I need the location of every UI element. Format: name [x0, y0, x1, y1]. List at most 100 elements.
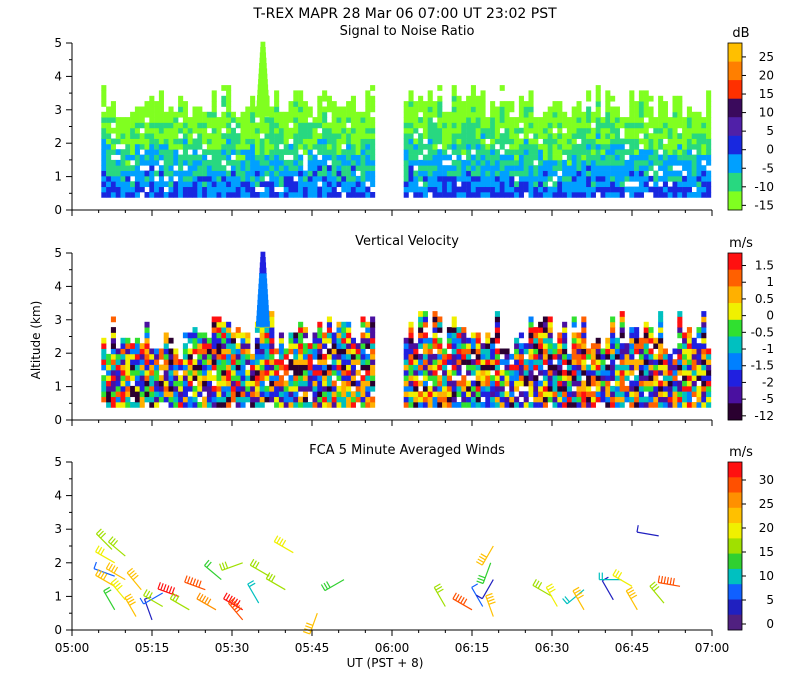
heatmap-cell [442, 391, 448, 398]
heatmap-cell [326, 402, 332, 408]
heatmap-cell [634, 143, 640, 150]
heatmap-cell [182, 396, 188, 403]
heatmap-cell [216, 369, 222, 376]
heatmap-cell [446, 327, 452, 333]
heatmap-cell [278, 127, 284, 134]
heatmap-cell [120, 127, 126, 134]
heatmap-cell [706, 90, 712, 97]
heatmap-cell [187, 165, 193, 171]
heatmap-cell [115, 186, 121, 193]
heatmap-cell [278, 385, 284, 392]
heatmap-cell [187, 375, 193, 381]
heatmap-cell [211, 133, 217, 139]
heatmap-cell [278, 364, 284, 371]
heatmap-cell [408, 117, 414, 123]
heatmap-cell [413, 106, 419, 113]
heatmap-cell [643, 149, 649, 155]
heatmap-cell [182, 348, 188, 355]
heatmap-cell [629, 385, 635, 392]
heatmap-cell [302, 385, 308, 392]
heatmap-cell [125, 170, 131, 177]
heatmap-cell [432, 311, 438, 317]
heatmap-cell [370, 321, 376, 328]
heatmap-cell [211, 165, 217, 171]
heatmap-cell [355, 353, 361, 360]
heatmap-cell [701, 396, 707, 403]
heatmap-cell [144, 353, 150, 360]
heatmap-cell [677, 186, 683, 193]
heatmap-cell [658, 154, 664, 161]
plume-cell [257, 84, 269, 91]
heatmap-cell [562, 337, 568, 344]
heatmap-cell [120, 138, 126, 145]
heatmap-cell [466, 101, 472, 107]
heatmap-cell [662, 375, 668, 381]
heatmap-cell [667, 154, 673, 161]
heatmap-cell [638, 391, 644, 398]
heatmap-cell [446, 380, 452, 387]
heatmap-cell [490, 122, 496, 129]
heatmap-cell [629, 90, 635, 97]
heatmap-cell [485, 127, 491, 134]
heatmap-cell [206, 396, 212, 403]
heatmap-cell [288, 332, 294, 339]
heatmap-cell [422, 348, 428, 355]
heatmap-cell [456, 327, 462, 333]
heatmap-cell [144, 181, 150, 188]
plume-cell [256, 315, 270, 322]
heatmap-cell [638, 181, 644, 188]
heatmap-cell [365, 133, 371, 139]
heatmap-cell [475, 170, 481, 177]
heatmap-cell [461, 101, 467, 107]
heatmap-cell [571, 332, 577, 339]
heatmap-cell [197, 343, 203, 349]
heatmap-cell [701, 402, 707, 408]
heatmap-cell [120, 122, 126, 129]
heatmap-cell [202, 117, 208, 123]
heatmap-cell [192, 149, 198, 155]
heatmap-cell [125, 138, 131, 145]
heatmap-cell [278, 149, 284, 155]
heatmap-cell [557, 364, 563, 371]
heatmap-cell [346, 127, 352, 134]
heatmap-cell [595, 396, 601, 403]
heatmap-cell [226, 143, 232, 150]
heatmap-cell [662, 143, 668, 150]
heatmap-cell [485, 348, 491, 355]
heatmap-cell [235, 154, 241, 161]
heatmap-cell [634, 127, 640, 134]
heatmap-cell [576, 111, 582, 118]
heatmap-cell [504, 101, 510, 107]
heatmap-cell [206, 159, 212, 166]
heatmap-cell [422, 343, 428, 349]
heatmap-cell [221, 396, 227, 403]
heatmap-cell [701, 380, 707, 387]
heatmap-cell [317, 186, 323, 193]
heatmap-cell [518, 175, 524, 182]
heatmap-cell [293, 138, 299, 145]
heatmap-cell [197, 143, 203, 150]
heatmap-cell [490, 385, 496, 392]
heatmap-cell [629, 348, 635, 355]
heatmap-cell [336, 133, 342, 139]
heatmap-cell [278, 380, 284, 387]
heatmap-cell [590, 192, 596, 198]
wind-barb-feather [265, 572, 271, 579]
heatmap-cell [552, 343, 558, 349]
heatmap-cell [682, 122, 688, 129]
heatmap-cell [490, 170, 496, 177]
heatmap-cell [542, 122, 548, 129]
heatmap-cell [110, 138, 116, 145]
heatmap-cell [547, 364, 553, 371]
colorbar-swatch [728, 117, 742, 137]
heatmap-cell [230, 369, 236, 376]
heatmap-cell [614, 385, 620, 392]
heatmap-cell [514, 127, 520, 134]
heatmap-cell [307, 133, 313, 139]
heatmap-cell [514, 337, 520, 344]
heatmap-cell [648, 154, 654, 161]
heatmap-cell [154, 375, 160, 381]
heatmap-cell [187, 154, 193, 161]
heatmap-cell [542, 111, 548, 118]
heatmap-cell [230, 359, 236, 365]
